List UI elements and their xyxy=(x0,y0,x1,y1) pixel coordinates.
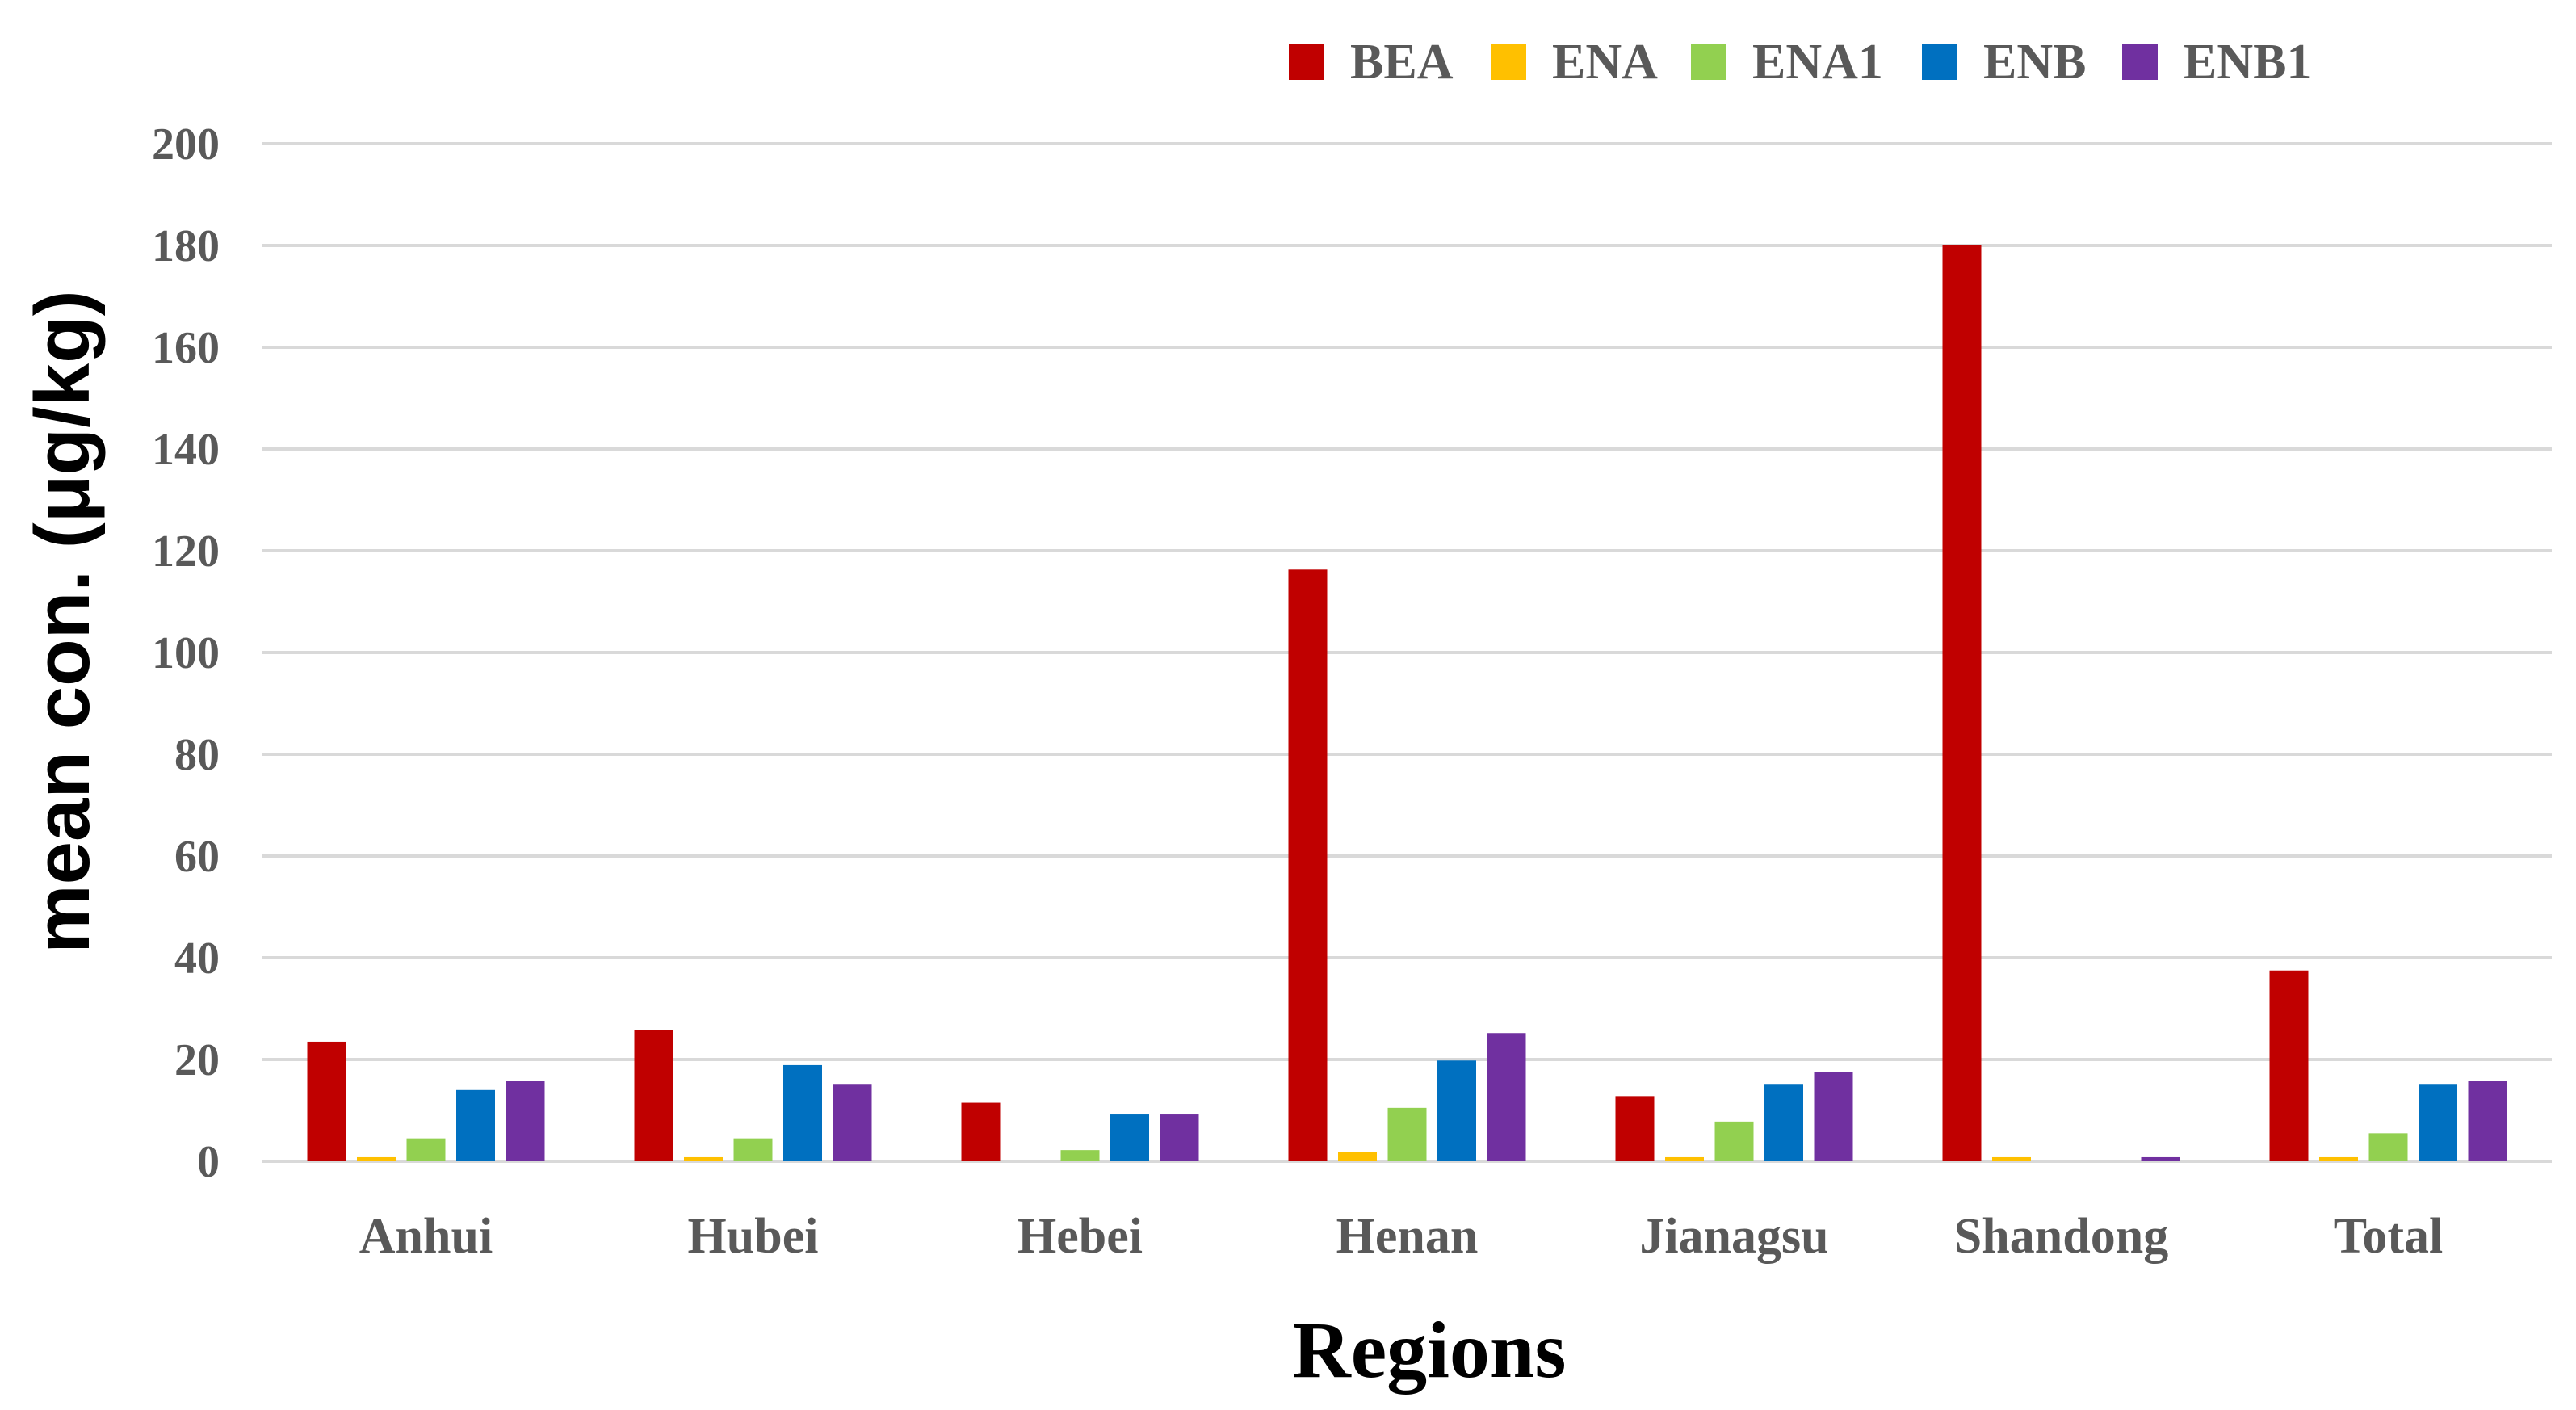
gridlines xyxy=(262,142,2552,1163)
bar-enb1-total xyxy=(2468,1081,2507,1161)
bar-enb1-shandong xyxy=(2141,1156,2180,1161)
bar-ena1-total xyxy=(2368,1133,2408,1161)
bar-ena1-hubei xyxy=(733,1138,773,1161)
legend-swatch-bea xyxy=(1289,44,1324,80)
x-tick-label: Anhui xyxy=(359,1209,493,1264)
x-tick-label: Hubei xyxy=(688,1209,819,1264)
bar-ena-anhui xyxy=(357,1156,396,1161)
y-tick-label: 80 xyxy=(174,730,220,780)
y-tick-label: 100 xyxy=(152,628,220,678)
x-tick-label: Hebei xyxy=(1017,1209,1143,1264)
bar-ena1-jianagsu xyxy=(1714,1121,1754,1161)
legend-label-enb: ENB xyxy=(1983,35,2086,90)
bar-enb-henan xyxy=(1437,1060,1476,1161)
y-tick-label: 20 xyxy=(174,1035,220,1085)
bar-ena-total xyxy=(2319,1156,2358,1161)
y-tick-label: 40 xyxy=(174,934,220,984)
y-tick-label: 0 xyxy=(197,1137,220,1187)
bar-enb1-hebei xyxy=(1160,1114,1199,1161)
bar-bea-hebei xyxy=(961,1102,1001,1161)
bar-enb-hebei xyxy=(1110,1114,1149,1161)
bar-enb-hubei xyxy=(783,1064,822,1161)
bar-enb-anhui xyxy=(456,1089,495,1161)
bar-ena1-hebei xyxy=(1060,1150,1100,1161)
y-tick-label: 180 xyxy=(152,221,220,271)
bar-ena-henan xyxy=(1338,1152,1377,1161)
bar-ena1-anhui xyxy=(406,1138,446,1161)
bar-enb1-jianagsu xyxy=(1814,1072,1853,1161)
legend-label-ena: ENA xyxy=(1552,35,1658,90)
legend-swatch-enb1 xyxy=(2122,44,2158,80)
bar-enb-jianagsu xyxy=(1764,1084,1803,1161)
y-tick-label: 140 xyxy=(152,425,220,475)
bar-bea-shandong xyxy=(1942,245,1982,1161)
legend: BEA ENA ENA1 ENB ENB1 xyxy=(1289,35,2311,90)
legend-swatch-ena1 xyxy=(1691,44,1726,80)
bars xyxy=(307,245,2507,1161)
y-axis-ticks: 0 20 40 60 80 100 120 140 160 180 200 xyxy=(152,120,220,1187)
x-tick-label: Shandong xyxy=(1954,1209,2168,1264)
bar-bea-henan xyxy=(1288,569,1328,1161)
bar-ena1-henan xyxy=(1387,1107,1427,1161)
x-axis-ticks: Anhui Hubei Hebei Henan Jianagsu Shandong Tota… xyxy=(359,1209,2444,1264)
x-axis-title: Regions xyxy=(1293,1305,1567,1395)
bar-bea-total xyxy=(2269,970,2309,1161)
bar-enb1-hubei xyxy=(833,1084,872,1161)
bar-ena-jianagsu xyxy=(1665,1156,1704,1161)
bar-ena-hubei xyxy=(684,1156,723,1161)
bar-bea-hubei xyxy=(634,1030,673,1161)
y-axis-title: mean con. (μg/kg) xyxy=(19,290,106,953)
legend-swatch-ena xyxy=(1491,44,1526,80)
bar-enb1-anhui xyxy=(506,1081,545,1161)
bar-ena-shandong xyxy=(1992,1156,2031,1161)
legend-label-bea: BEA xyxy=(1350,35,1454,90)
legend-swatch-enb xyxy=(1922,44,1957,80)
bar-bea-jianagsu xyxy=(1615,1096,1655,1161)
legend-label-enb1: ENB1 xyxy=(2184,35,2311,90)
y-tick-label: 60 xyxy=(174,832,220,882)
x-tick-label: Jianagsu xyxy=(1639,1209,1828,1264)
x-tick-label: Total xyxy=(2334,1209,2444,1264)
y-tick-label: 160 xyxy=(152,323,220,373)
x-tick-label: Henan xyxy=(1336,1209,1479,1264)
bar-bea-anhui xyxy=(307,1041,346,1161)
bar-enb-total xyxy=(2419,1084,2457,1161)
legend-label-ena1: ENA1 xyxy=(1752,35,1883,90)
y-tick-label: 120 xyxy=(152,527,220,577)
bar-enb1-henan xyxy=(1487,1033,1526,1161)
y-tick-label: 200 xyxy=(152,120,220,170)
